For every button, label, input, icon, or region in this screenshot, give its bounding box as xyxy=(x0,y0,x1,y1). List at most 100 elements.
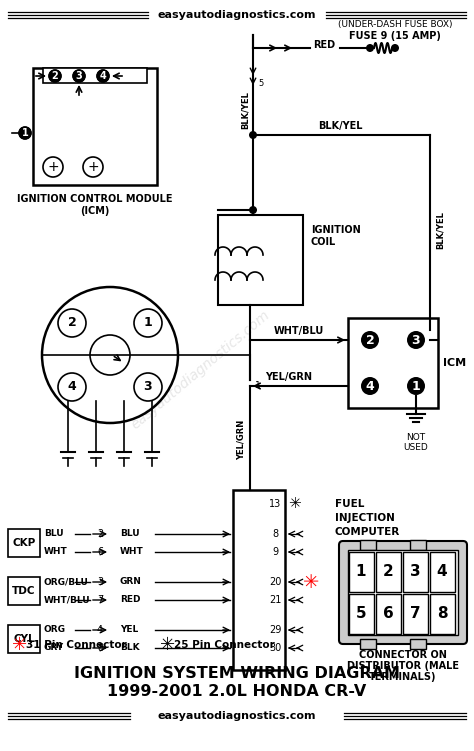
Text: GRN: GRN xyxy=(120,578,142,587)
Circle shape xyxy=(49,70,61,82)
Bar xyxy=(8,625,40,653)
Text: +: + xyxy=(87,160,99,174)
Text: TERMINALS): TERMINALS) xyxy=(369,672,437,682)
Text: +: + xyxy=(47,160,59,174)
Text: 21: 21 xyxy=(269,595,281,605)
Text: 4: 4 xyxy=(100,71,106,81)
Text: TDC: TDC xyxy=(12,586,36,596)
Bar xyxy=(349,552,374,592)
Text: 2: 2 xyxy=(97,529,103,539)
Text: 9: 9 xyxy=(272,547,278,557)
Bar xyxy=(33,68,157,185)
Text: WHT: WHT xyxy=(44,547,68,556)
Text: ✳: ✳ xyxy=(12,636,27,654)
Text: IGNITION: IGNITION xyxy=(311,225,361,235)
Text: 4: 4 xyxy=(68,381,76,394)
Text: 2: 2 xyxy=(52,71,58,81)
Bar xyxy=(430,594,455,634)
Circle shape xyxy=(366,44,374,52)
Text: WHT/BLU: WHT/BLU xyxy=(44,596,91,605)
Text: WHT/BLU: WHT/BLU xyxy=(274,326,324,336)
Text: 2: 2 xyxy=(68,316,76,330)
Text: CKP: CKP xyxy=(12,538,36,548)
Text: ✳: ✳ xyxy=(303,572,319,592)
Text: ORG: ORG xyxy=(44,626,66,635)
Text: 4: 4 xyxy=(365,379,374,393)
Circle shape xyxy=(391,44,399,52)
Text: COMPUTER: COMPUTER xyxy=(335,527,400,537)
Text: BLU: BLU xyxy=(44,529,64,538)
Text: 3: 3 xyxy=(412,333,420,346)
Text: 25 Pin Connector: 25 Pin Connector xyxy=(174,640,275,650)
Text: GRY: GRY xyxy=(44,644,64,653)
Text: CYL: CYL xyxy=(13,634,35,644)
Text: 29: 29 xyxy=(269,625,281,635)
Text: easyautodiagnostics.com: easyautodiagnostics.com xyxy=(158,711,316,721)
Text: ✳: ✳ xyxy=(288,496,301,511)
Text: 3: 3 xyxy=(410,563,420,578)
Circle shape xyxy=(249,206,257,214)
Text: BLU: BLU xyxy=(120,529,140,538)
Bar xyxy=(376,594,401,634)
Bar xyxy=(430,552,455,592)
Text: YEL/GRN: YEL/GRN xyxy=(237,420,246,460)
Bar xyxy=(360,639,376,649)
Text: easyautodiagnostics.com: easyautodiagnostics.com xyxy=(158,10,316,20)
Text: 3: 3 xyxy=(97,577,103,587)
Text: IGNITION SYSTEM WIRING DIAGRAM: IGNITION SYSTEM WIRING DIAGRAM xyxy=(74,665,400,680)
Text: FUEL: FUEL xyxy=(335,499,365,509)
Circle shape xyxy=(73,70,85,82)
Bar xyxy=(410,639,426,649)
Text: 30: 30 xyxy=(269,643,281,653)
Text: 7: 7 xyxy=(410,605,420,620)
Bar xyxy=(348,318,438,408)
Bar xyxy=(348,550,458,635)
Text: COIL: COIL xyxy=(311,237,336,247)
Text: 4: 4 xyxy=(437,563,447,578)
Text: IGNITION CONTROL MODULE: IGNITION CONTROL MODULE xyxy=(17,194,173,204)
Circle shape xyxy=(19,127,31,139)
Text: 1999-2001 2.0L HONDA CR-V: 1999-2001 2.0L HONDA CR-V xyxy=(108,684,366,699)
Circle shape xyxy=(58,309,86,337)
Text: 8: 8 xyxy=(272,529,278,539)
Bar xyxy=(360,540,376,550)
Bar xyxy=(403,594,428,634)
Text: YEL/GRN: YEL/GRN xyxy=(265,372,312,382)
Text: BLK/YEL: BLK/YEL xyxy=(240,91,249,129)
Text: 1: 1 xyxy=(255,382,261,391)
Circle shape xyxy=(134,309,162,337)
Text: 31 Pin Connector: 31 Pin Connector xyxy=(26,640,127,650)
Circle shape xyxy=(134,373,162,401)
Bar xyxy=(43,68,147,83)
FancyBboxPatch shape xyxy=(339,541,467,644)
Text: ✳: ✳ xyxy=(160,636,175,654)
Text: 3: 3 xyxy=(144,381,152,394)
Text: WHT: WHT xyxy=(120,547,144,556)
Text: CONNECTOR ON: CONNECTOR ON xyxy=(359,650,447,660)
Text: (UNDER-DASH FUSE BOX): (UNDER-DASH FUSE BOX) xyxy=(338,20,452,29)
Text: BLK/YEL: BLK/YEL xyxy=(318,121,362,131)
Text: 1: 1 xyxy=(22,128,28,138)
Bar xyxy=(8,577,40,605)
Text: 5: 5 xyxy=(356,605,366,620)
Text: 8: 8 xyxy=(97,643,103,653)
Text: NOT: NOT xyxy=(406,433,426,442)
Text: ICM: ICM xyxy=(443,358,466,368)
Bar xyxy=(218,215,303,305)
Bar xyxy=(349,594,374,634)
Text: 7: 7 xyxy=(97,595,103,605)
Text: 1: 1 xyxy=(411,379,420,393)
Text: 2: 2 xyxy=(383,563,393,578)
Text: FUSE 9 (15 AMP): FUSE 9 (15 AMP) xyxy=(349,31,441,41)
Text: 1: 1 xyxy=(144,316,152,330)
Text: (ICM): (ICM) xyxy=(80,206,109,216)
Text: INJECTION: INJECTION xyxy=(335,513,395,523)
Bar xyxy=(8,529,40,557)
Circle shape xyxy=(58,373,86,401)
Circle shape xyxy=(249,131,257,139)
Bar xyxy=(233,490,285,670)
Text: 20: 20 xyxy=(269,577,281,587)
Bar xyxy=(410,540,426,550)
Text: USED: USED xyxy=(404,444,428,453)
Text: 6: 6 xyxy=(383,605,393,620)
